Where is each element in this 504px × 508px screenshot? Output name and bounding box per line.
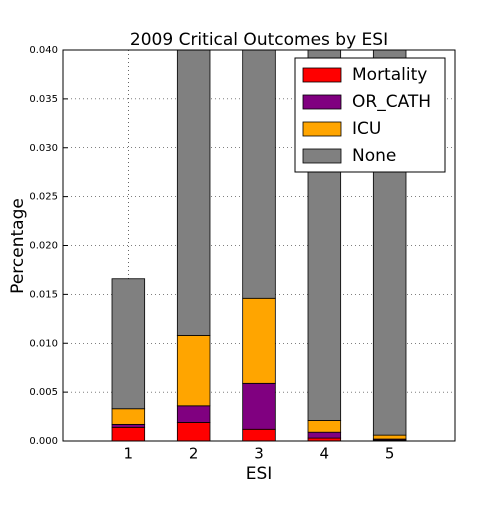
bar-segment [307,420,342,433]
y-axis-label: Percentage [8,198,28,294]
y-tick-label: 0.000 [29,436,58,447]
x-tick-label: 3 [254,445,264,463]
bar-segment [242,50,276,299]
bar-segment [176,422,211,441]
bar-segment [307,431,342,439]
legend-swatch [302,121,342,137]
legend-label: ICU [352,119,381,139]
bar-segment [111,408,146,425]
bar-segment [111,423,146,428]
y-tick-label: 0.010 [29,338,58,349]
x-tick-label: 5 [385,445,395,463]
y-tick-label: 0.035 [29,94,58,105]
y-tick-label: 0.020 [29,241,58,252]
legend-label: None [352,146,396,166]
legend-label: OR_CATH [352,92,431,112]
y-tick-label: 0.040 [29,45,58,56]
x-axis-label: ESI [246,464,273,484]
y-tick-label: 0.015 [29,289,58,300]
legend-swatch [302,148,342,164]
x-tick-label: 1 [124,445,134,463]
bar-segment [176,335,211,407]
chart-title: 2009 Critical Outcomes by ESI [130,30,388,50]
bar-segment [242,382,276,430]
y-tick-label: 0.030 [29,143,58,154]
bar-segment [176,405,211,423]
legend-swatch [302,67,342,83]
bar-segment [372,434,407,440]
bar-segment [242,297,276,384]
bar-segment [111,426,146,441]
bar-segment [111,278,146,410]
bar-segment [176,50,211,336]
plot-frame [62,49,456,442]
legend-swatch [302,94,342,110]
bar-segment [242,428,276,441]
x-tick-label: 2 [189,445,199,463]
y-tick-label: 0.005 [29,387,58,398]
legend-label: Mortality [352,65,427,85]
x-tick-label: 4 [320,445,330,463]
y-tick-label: 0.025 [29,192,58,203]
